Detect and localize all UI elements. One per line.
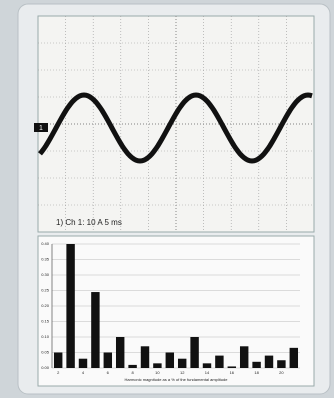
bar	[290, 348, 298, 368]
bar	[54, 353, 62, 369]
bar	[141, 346, 149, 368]
bar	[116, 337, 124, 368]
bar	[66, 244, 74, 368]
bar	[252, 362, 260, 368]
bar	[128, 365, 136, 368]
scope-caption: 1) Ch 1: 10 A 5 ms	[56, 218, 122, 227]
x-tick-label: 10	[155, 370, 160, 375]
bar	[178, 359, 186, 368]
channel-marker: 1	[39, 125, 43, 132]
x-tick-label: 14	[205, 370, 210, 375]
bar	[265, 356, 273, 368]
y-tick-label: 0.15	[41, 319, 50, 324]
bar	[277, 360, 285, 368]
bar	[91, 292, 99, 368]
bar	[203, 363, 211, 368]
bar	[166, 353, 174, 369]
x-tick-label: 18	[254, 370, 259, 375]
bar	[104, 353, 112, 369]
y-tick-label: 0.40	[41, 241, 50, 246]
bar	[215, 356, 223, 368]
bar	[79, 359, 87, 368]
bar	[153, 363, 161, 368]
bar	[228, 366, 236, 368]
y-tick-label: 0.25	[41, 288, 50, 293]
x-tick-label: 20	[279, 370, 284, 375]
y-tick-label: 0.05	[41, 350, 50, 355]
y-tick-label: 0.20	[41, 303, 50, 308]
page: 1 1) Ch 1: 10 A 5 ms Harmonic magnitude …	[0, 0, 334, 398]
bar	[190, 337, 198, 368]
screen: 1 1) Ch 1: 10 A 5 ms Harmonic magnitude …	[0, 0, 334, 398]
y-tick-label: 0.10	[41, 334, 50, 339]
y-tick-label: 0.30	[41, 272, 50, 277]
x-tick-label: 12	[180, 370, 185, 375]
x-axis-title: Harmonic magnitude as a % of the fundame…	[125, 377, 229, 382]
y-tick-label: 0.00	[41, 365, 50, 370]
bar	[240, 346, 248, 368]
x-tick-label: 16	[230, 370, 235, 375]
y-tick-label: 0.35	[41, 257, 50, 262]
